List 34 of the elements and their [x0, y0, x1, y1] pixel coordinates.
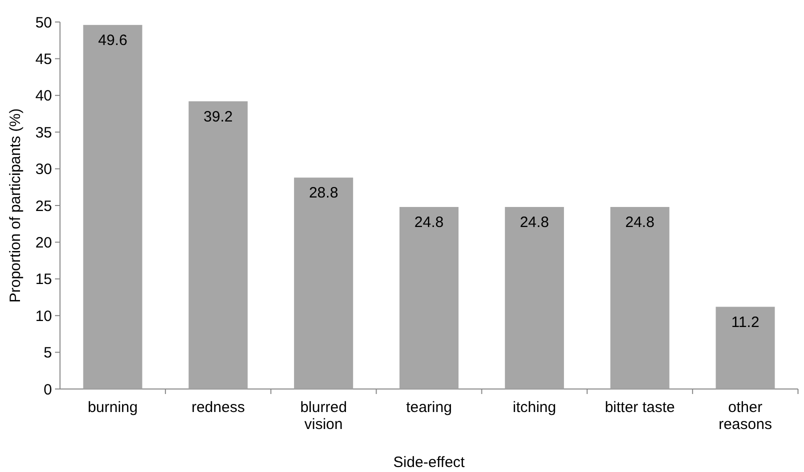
x-tick-label: redness — [191, 399, 245, 416]
y-axis-title: Proportion of participants (%) — [7, 108, 24, 303]
y-tick-label: 30 — [35, 161, 52, 178]
y-tick-label: 50 — [35, 14, 52, 32]
x-tick-label: tearing — [406, 399, 452, 416]
data-label: 24.8 — [625, 214, 654, 231]
y-tick-label: 10 — [35, 308, 52, 325]
bar — [294, 178, 354, 389]
bar — [188, 101, 248, 389]
x-tick-label: other reasons — [718, 399, 772, 433]
data-label: 11.2 — [731, 314, 760, 331]
y-tick-label: 35 — [35, 124, 52, 142]
y-tick-label: 40 — [35, 88, 52, 105]
x-tick-label: burning — [88, 399, 138, 416]
bar — [504, 206, 564, 389]
x-tick-label: blurred vision — [300, 399, 347, 433]
y-tick-label: 5 — [44, 344, 52, 362]
x-tick-label: itching — [512, 399, 556, 416]
data-label: 24.8 — [414, 214, 444, 231]
data-label: 39.2 — [204, 108, 233, 126]
y-tick-label: 25 — [35, 198, 52, 215]
y-tick-label: 45 — [35, 50, 52, 68]
data-label: 24.8 — [520, 214, 550, 231]
bar — [716, 306, 775, 389]
y-tick-label: 15 — [35, 271, 52, 288]
bar — [399, 206, 459, 389]
y-tick-label: 0 — [44, 381, 52, 398]
bar — [83, 24, 142, 389]
x-tick-label: bitter taste — [604, 399, 675, 416]
data-label: 49.6 — [98, 32, 128, 49]
y-tick-label: 20 — [35, 234, 52, 252]
bar — [610, 206, 670, 389]
x-axis-title: Side-effect — [393, 454, 466, 471]
data-label: 28.8 — [308, 184, 338, 202]
